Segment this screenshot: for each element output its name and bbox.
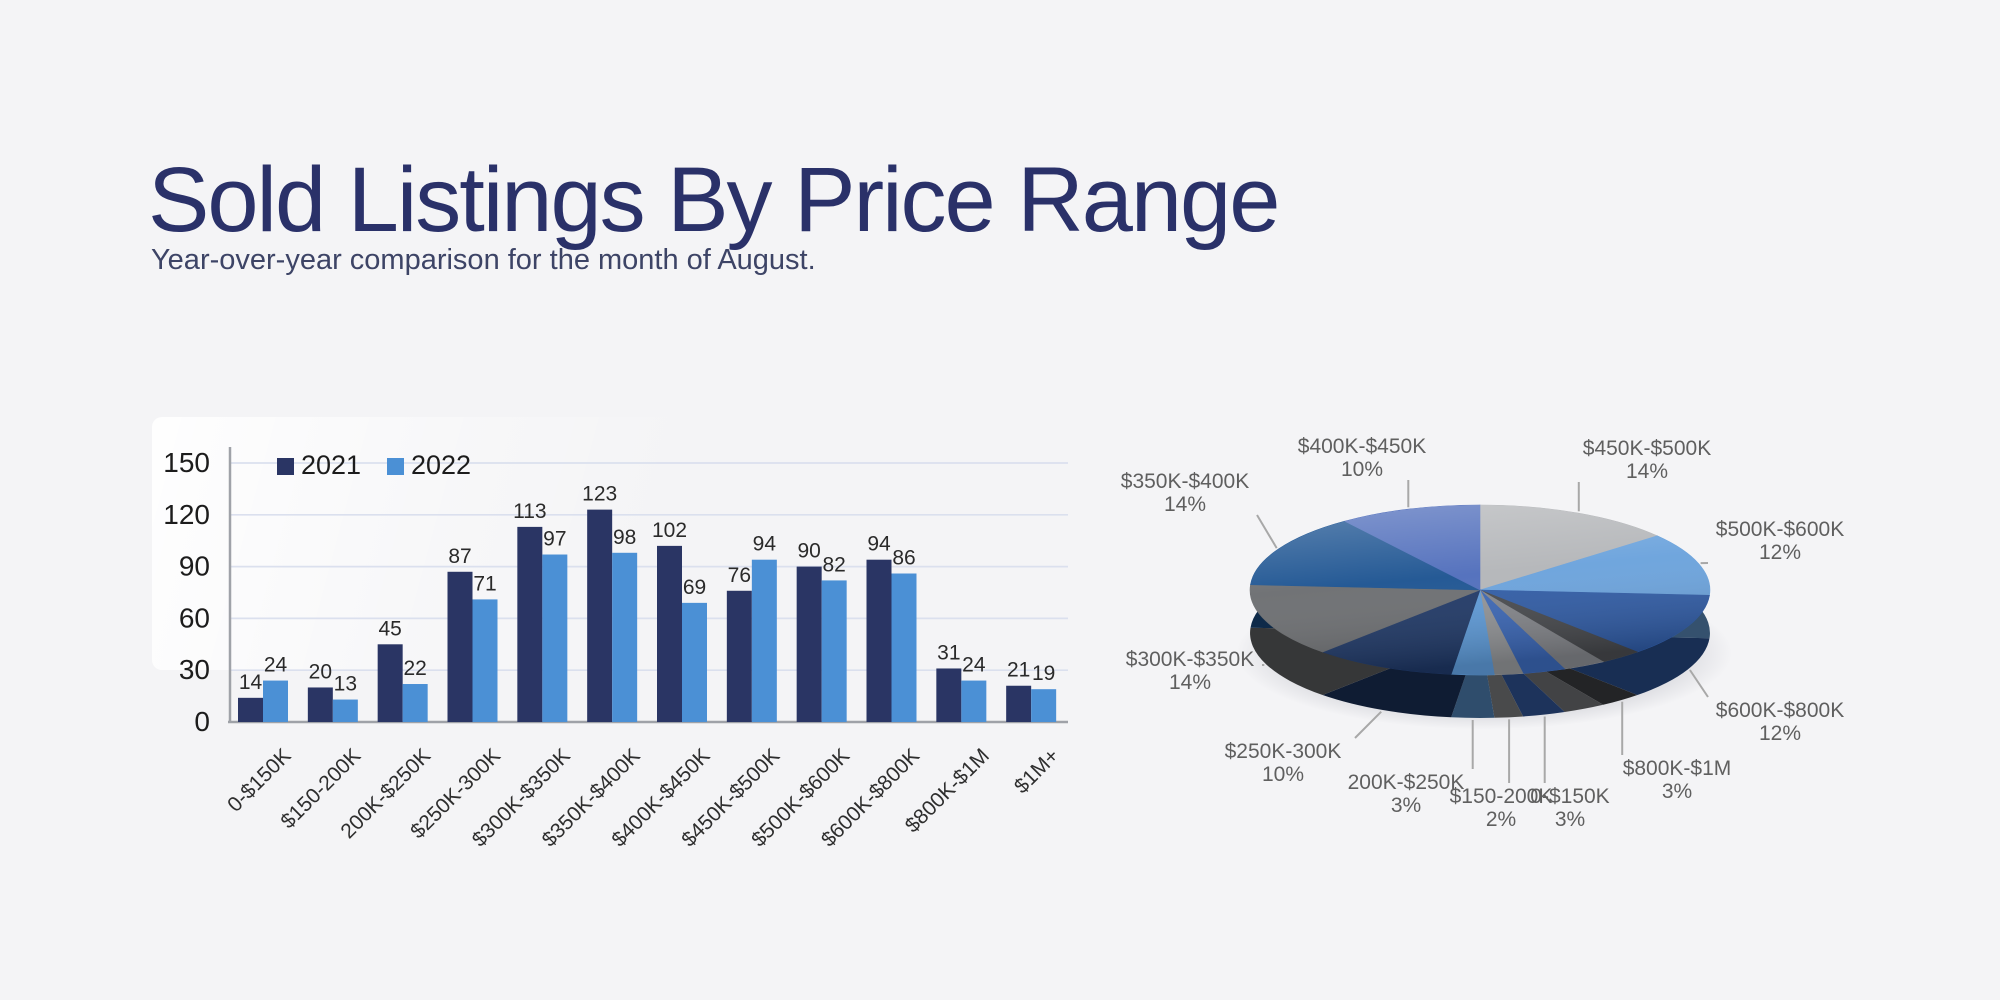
bar-value-label: 21 [1007, 659, 1030, 682]
bar-2021 [1006, 685, 1032, 722]
y-tick-label: 90 [179, 551, 210, 582]
pie-slice-percent: 14% [1164, 493, 1206, 516]
pie-slice-percent: 14% [1626, 460, 1668, 483]
bar-2021 [238, 697, 263, 722]
pie-slice-percent: 10% [1262, 763, 1304, 786]
bar-value-label: 82 [822, 553, 845, 576]
legend-swatch [387, 458, 404, 475]
bar-value-label: 13 [334, 673, 357, 696]
pie-leader-line [1256, 514, 1278, 549]
bar-2022 [682, 602, 707, 722]
bar-2022 [472, 599, 498, 722]
bar-2022 [263, 680, 288, 722]
bar-value-label: 113 [513, 500, 546, 523]
bar-2022 [751, 559, 777, 722]
pie-slice-label: $150-200K [1450, 785, 1553, 808]
pie-slice-label: $600K-$800K [1716, 699, 1844, 722]
pie-slice-label: $250K-300K [1225, 740, 1342, 763]
pie-slice-percent: 3% [1555, 808, 1585, 831]
bar-2021 [307, 687, 333, 722]
bar-value-label: 71 [473, 572, 496, 595]
pie-slice-percent: 2% [1486, 808, 1516, 831]
pie-slice-label: $350K-$400K [1121, 470, 1249, 493]
legend-label: 2022 [411, 450, 471, 480]
bar-2021 [447, 571, 473, 722]
bar-2022 [891, 573, 917, 722]
bar-value-label: 14 [239, 671, 263, 694]
pie-slice-percent: 12% [1759, 722, 1801, 745]
bar-value-label: 76 [728, 564, 751, 587]
bar-value-label: 94 [753, 533, 777, 556]
legend-label: 2021 [301, 450, 361, 480]
bar-value-label: 87 [448, 545, 471, 568]
bar-value-label: 102 [652, 519, 687, 542]
bar-2021 [517, 526, 543, 722]
bar-2021 [657, 545, 682, 722]
bar-value-label: 98 [613, 526, 636, 549]
bar-2022 [402, 684, 428, 722]
page-title: Sold Listings By Price Range [148, 149, 1280, 251]
pie-slice-percent: 12% [1759, 541, 1801, 564]
pie-slice-percent: 3% [1662, 780, 1692, 803]
y-tick-label: 150 [163, 447, 210, 478]
bar-value-label: 90 [797, 540, 820, 563]
bar-value-label: 45 [378, 617, 401, 640]
pie-slice-label: $450K-$500K [1583, 437, 1711, 460]
bar-2022 [821, 580, 847, 722]
bar-2021 [866, 559, 892, 722]
bar-value-label: 86 [892, 547, 915, 570]
pie-gloss [1250, 505, 1710, 675]
bar-2022 [1031, 689, 1057, 722]
y-tick-label: 30 [179, 654, 210, 685]
bar-2022 [542, 554, 568, 722]
page-subtitle: Year-over-year comparison for the month … [151, 244, 816, 276]
pie-leader-line [1689, 669, 1709, 698]
pie-slice-label: $300K-$350K [1126, 648, 1254, 671]
bar-value-label: 97 [543, 528, 566, 551]
pie-leader-line [1354, 710, 1382, 739]
bar-2021 [587, 509, 613, 722]
bar-value-label: 24 [962, 654, 986, 677]
pie-slice-label: 0-$150K [1530, 785, 1609, 808]
bar-2022 [961, 680, 987, 722]
bar-value-label: 19 [1032, 662, 1055, 685]
bar-2022 [612, 552, 638, 722]
y-tick-label: 0 [194, 706, 210, 737]
legend-swatch [277, 458, 294, 475]
pie-slice-percent: 14% [1169, 671, 1211, 694]
pie-slice-percent: 10% [1341, 458, 1383, 481]
bar-value-label: 24 [264, 654, 288, 677]
bar-value-label: 20 [309, 660, 332, 683]
pie-slice-label: $800K-$1M [1623, 757, 1732, 780]
pie-slice-label: $400K-$450K [1298, 435, 1426, 458]
pie-slice-label: $500K-$600K [1716, 518, 1844, 541]
bar-2021 [726, 590, 752, 722]
bar-2021 [377, 644, 403, 722]
pie-slice-label: 200K-$250K [1348, 771, 1465, 794]
bar-value-label: 22 [403, 657, 426, 680]
bar-2021 [796, 566, 822, 722]
y-tick-label: 120 [163, 499, 210, 530]
bar-value-label: 31 [937, 641, 960, 664]
bar-2022 [332, 699, 358, 722]
bar-value-label: 123 [582, 483, 617, 506]
bar-value-label: 69 [683, 576, 706, 599]
bar-2021 [936, 668, 962, 722]
bar-value-label: 94 [867, 533, 891, 556]
pie-slice-percent: 3% [1391, 794, 1421, 817]
y-tick-label: 60 [179, 602, 210, 633]
